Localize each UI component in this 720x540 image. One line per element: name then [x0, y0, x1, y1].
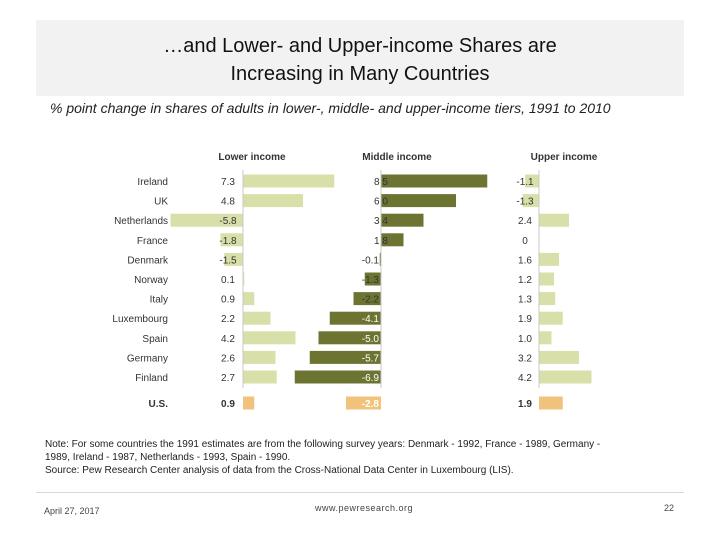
bar-middle-spain [318, 331, 381, 345]
category-label-luxembourg: Luxembourg [112, 314, 168, 325]
panel-title-middle-income: Middle income [362, 152, 432, 163]
category-label-spain: Spain [142, 334, 168, 345]
bar-middle-norway [364, 272, 381, 286]
value-label-middle-spain: -5.0 [362, 334, 380, 345]
value-label-upper-netherlands: 2.4 [518, 216, 532, 227]
bar-middle-uk [381, 194, 456, 208]
category-label-uk: UK [154, 197, 168, 208]
bar-upper-u-s [539, 396, 563, 410]
bar-upper-germany [539, 350, 579, 364]
value-label-middle-denmark: -0.1 [362, 255, 380, 266]
value-label-upper-italy: 1.3 [518, 295, 532, 306]
bar-middle-france [381, 233, 404, 247]
bar-middle-ireland [381, 174, 488, 188]
value-label-lower-denmark: -1.5 [219, 255, 237, 266]
value-label-upper-germany: 3.2 [518, 353, 532, 364]
value-label-middle-germany: -5.7 [362, 353, 380, 364]
value-label-upper-norway: 1.2 [518, 275, 532, 286]
value-label-lower-netherlands: -5.8 [219, 216, 237, 227]
value-label-upper-spain: 1.0 [518, 334, 532, 345]
bar-lower-spain [243, 331, 296, 345]
value-label-lower-ireland: 7.3 [221, 177, 235, 188]
bar-upper-netherlands [539, 213, 569, 227]
category-label-italy: Italy [150, 295, 168, 306]
value-label-lower-luxembourg: 2.2 [221, 314, 235, 325]
bar-lower-u-s [243, 396, 255, 410]
note-line-1: Note: For some countries the 1991 estima… [45, 439, 601, 450]
source-line: Source: Pew Research Center analysis of … [45, 465, 514, 476]
bar-lower-netherlands [170, 213, 243, 227]
bar-upper-luxembourg [539, 311, 563, 325]
value-label-lower-norway: 0.1 [221, 275, 235, 286]
bar-middle-germany [309, 350, 381, 364]
bar-lower-norway [243, 272, 245, 286]
bar-lower-finland [243, 370, 277, 384]
category-label-france: France [137, 236, 169, 247]
slide-title-line-1: …and Lower- and Upper-income Shares are [163, 35, 557, 57]
value-label-upper-u-s: 1.9 [518, 399, 532, 410]
value-label-lower-uk: 4.8 [221, 197, 235, 208]
category-label-u-s: U.S. [149, 399, 169, 410]
category-label-ireland: Ireland [137, 177, 168, 188]
bar-lower-luxembourg [243, 311, 271, 325]
bar-upper-ireland [525, 174, 539, 188]
chart-subtitle: % point change in shares of adults in lo… [50, 100, 611, 116]
bar-middle-finland [294, 370, 381, 384]
bar-middle-denmark [379, 252, 381, 266]
category-label-denmark: Denmark [127, 255, 169, 266]
bar-lower-uk [243, 194, 303, 208]
value-label-upper-france: 0 [522, 236, 528, 247]
bar-upper-denmark [539, 252, 559, 266]
bar-upper-norway [539, 272, 554, 286]
category-label-germany: Germany [127, 353, 168, 364]
note-line-2: 1989, Ireland - 1987, Netherlands - 1993… [45, 452, 291, 463]
value-label-middle-norway: -1.3 [362, 275, 380, 286]
chart-note: Note: For some countries the 1991 estima… [45, 438, 675, 477]
value-label-upper-ireland: -1.1 [516, 177, 534, 188]
bar-upper-italy [539, 292, 556, 306]
value-label-upper-finland: 4.2 [518, 373, 532, 384]
footer-divider [36, 492, 684, 493]
value-label-lower-finland: 2.7 [221, 373, 235, 384]
value-label-middle-finland: -6.9 [362, 373, 380, 384]
value-label-lower-germany: 2.6 [221, 353, 235, 364]
bar-upper-finland [539, 370, 592, 384]
value-label-upper-luxembourg: 1.9 [518, 314, 532, 325]
bar-upper-spain [539, 331, 552, 345]
bar-middle-netherlands [381, 213, 424, 227]
bar-lower-france [220, 233, 243, 247]
bar-lower-denmark [224, 252, 243, 266]
slide-title: …and Lower- and Upper-income Shares are … [36, 20, 684, 96]
value-label-lower-spain: 4.2 [221, 334, 235, 345]
value-label-middle-u-s: -2.8 [362, 399, 380, 410]
panel-title-lower-income: Lower income [218, 152, 286, 163]
value-label-lower-france: -1.8 [219, 236, 237, 247]
bar-middle-u-s [346, 396, 381, 410]
value-label-middle-italy: -2.2 [362, 295, 380, 306]
bar-lower-ireland [243, 174, 335, 188]
value-label-upper-denmark: 1.6 [518, 255, 532, 266]
page-number: 22 [664, 503, 675, 513]
category-label-norway: Norway [134, 275, 168, 286]
bar-upper-uk [522, 194, 539, 208]
value-label-upper-uk: -1.3 [516, 197, 534, 208]
bar-middle-italy [353, 292, 381, 306]
panel-title-upper-income: Upper income [531, 152, 598, 163]
category-label-netherlands: Netherlands [114, 216, 168, 227]
bar-lower-germany [243, 350, 276, 364]
bar-lower-italy [243, 292, 255, 306]
bar-middle-luxembourg [329, 311, 381, 325]
category-label-finland: Finland [135, 373, 168, 384]
value-label-middle-luxembourg: -4.1 [362, 314, 380, 325]
value-label-lower-u-s: 0.9 [221, 399, 235, 410]
footer-date: April 27, 2017 [44, 506, 100, 516]
value-label-lower-italy: 0.9 [221, 295, 235, 306]
slide-title-line-2: Increasing in Many Countries [230, 63, 490, 85]
footer-url: www.pewresearch.org [315, 503, 414, 513]
